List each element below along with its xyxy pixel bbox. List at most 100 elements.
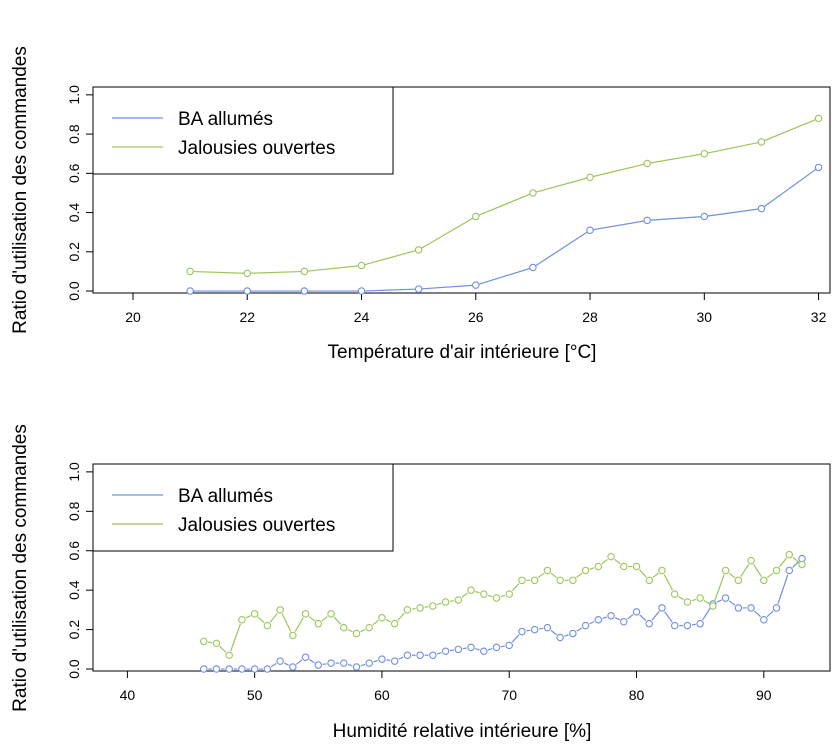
legend-humidity: BA allumés Jalousies ouvertes (92, 463, 394, 552)
data-point-jalousies (760, 576, 768, 585)
series-line-segment-ba (602, 616, 607, 619)
series-line-segment-jalousies (614, 558, 621, 565)
data-point-ba (594, 615, 603, 624)
series-line-segment-ba (373, 659, 378, 663)
series-line-segment-ba (322, 663, 327, 665)
chart-humidity: 40 50 60 70 80 90 0.0 0.2 0.4 0.6 0.8 1.0 Humidité … (10, 424, 831, 742)
data-point-ba (378, 655, 386, 663)
series-line-segment-ba (475, 648, 480, 651)
data-point-jalousies (403, 606, 412, 614)
series-line-segment-jalousies (691, 598, 697, 602)
series-line-segment-ba (691, 623, 696, 626)
data-point-jalousies (472, 212, 480, 221)
series-line-segment-ba (761, 166, 819, 210)
series-line-segment-jalousies (475, 192, 534, 218)
series-line-segment-jalousies (247, 270, 305, 274)
series-line-segment-ba (360, 663, 366, 667)
series-line-segment-jalousies (257, 616, 265, 624)
y-tick-label: 0.6 (66, 163, 82, 183)
data-point-jalousies (314, 619, 323, 628)
data-point-ba (772, 604, 781, 612)
series-line-segment-ba (526, 629, 531, 632)
data-point-jalousies (556, 576, 564, 585)
data-point-ba (212, 665, 221, 673)
data-point-ba (518, 627, 526, 636)
series-line-segment-jalousies (418, 215, 477, 251)
series-line-segment-jalousies (333, 616, 342, 625)
data-point-jalousies (607, 552, 615, 561)
data-point-ba (658, 604, 666, 612)
series-line-segment-ba (398, 656, 404, 660)
series-line-segment-ba (651, 611, 660, 621)
y-tick-label: 0.2 (66, 620, 82, 640)
data-point-ba (543, 623, 552, 632)
series-line-segment-jalousies (537, 572, 545, 579)
data-point-ba (327, 659, 335, 667)
series-line-segment-ba (728, 600, 736, 606)
data-point-jalousies (798, 560, 806, 569)
data-point-ba (441, 647, 450, 656)
data-point-ba (643, 216, 651, 225)
series-line-segment-jalousies (532, 176, 591, 194)
series-line-segment-jalousies (411, 608, 416, 610)
data-point-ba (747, 604, 755, 612)
x-tick-label: 32 (811, 309, 827, 325)
data-point-ba (530, 625, 539, 634)
data-point-ba (467, 643, 475, 652)
data-point-jalousies (276, 606, 284, 614)
series-line-segment-jalousies (728, 572, 736, 579)
series-line-segment-ba (576, 627, 583, 632)
data-point-jalousies (492, 594, 501, 602)
series-line-segment-jalousies (740, 564, 750, 577)
series-line-segment-ba (702, 607, 711, 621)
series-line-segment-ba (704, 208, 762, 218)
data-point-ba (186, 287, 194, 295)
data-point-ba (414, 285, 423, 293)
series-line-segment-jalousies (511, 583, 520, 592)
series-line-segment-jalousies (663, 574, 674, 591)
data-point-jalousies (467, 586, 475, 594)
data-point-jalousies (734, 576, 743, 585)
data-point-jalousies (543, 566, 552, 575)
series-line-segment-jalousies (487, 594, 493, 598)
series-line-segment-jalousies (500, 594, 506, 598)
legend-box-temperature (92, 86, 394, 175)
series-line-segment-ba (539, 627, 544, 630)
data-point-ba (429, 651, 437, 659)
data-point-ba (243, 287, 252, 295)
data-point-ba (683, 621, 692, 630)
data-point-jalousies (416, 604, 424, 612)
data-point-jalousies (441, 598, 450, 606)
data-point-ba (569, 629, 577, 638)
series-line-segment-ba (532, 229, 591, 268)
y-tick-label: 1.0 (66, 462, 82, 482)
series-line-segment-ba (462, 647, 467, 650)
data-point-ba (314, 661, 323, 669)
data-point-jalousies (186, 267, 194, 276)
data-point-jalousies (632, 562, 641, 571)
data-point-jalousies (772, 566, 781, 575)
data-point-jalousies (696, 594, 704, 602)
y-tick-label: 0.4 (66, 203, 82, 223)
data-point-ba (300, 287, 309, 295)
data-point-ba (632, 608, 641, 616)
x-tick-label: 30 (697, 309, 713, 325)
series-line-segment-ba (347, 663, 353, 667)
series-line-segment-ba (589, 621, 595, 625)
data-point-ba (581, 621, 590, 630)
data-point-ba (472, 281, 480, 289)
series-line-segment-jalousies (703, 599, 710, 605)
axis-ticks-humidity: 40 50 60 70 80 90 0.0 0.2 0.4 0.6 0.8 1.0 (66, 462, 772, 703)
series-line-segment-jalousies (678, 595, 684, 601)
chart-temperature: 20 22 24 26 28 30 32 0.0 0.2 0.4 0.6 0.8 1.0 Tempéra… (10, 46, 831, 363)
data-point-jalousies (250, 610, 259, 618)
x-tick-label: 90 (756, 687, 772, 703)
series-temperature (186, 114, 823, 295)
plot-frame-temperature (92, 86, 831, 294)
data-point-ba (760, 615, 768, 624)
series-line-segment-jalousies (321, 616, 328, 622)
series-line-segment-jalousies (449, 600, 454, 602)
data-point-ba (289, 663, 297, 671)
series-line-segment-ba (716, 599, 722, 603)
